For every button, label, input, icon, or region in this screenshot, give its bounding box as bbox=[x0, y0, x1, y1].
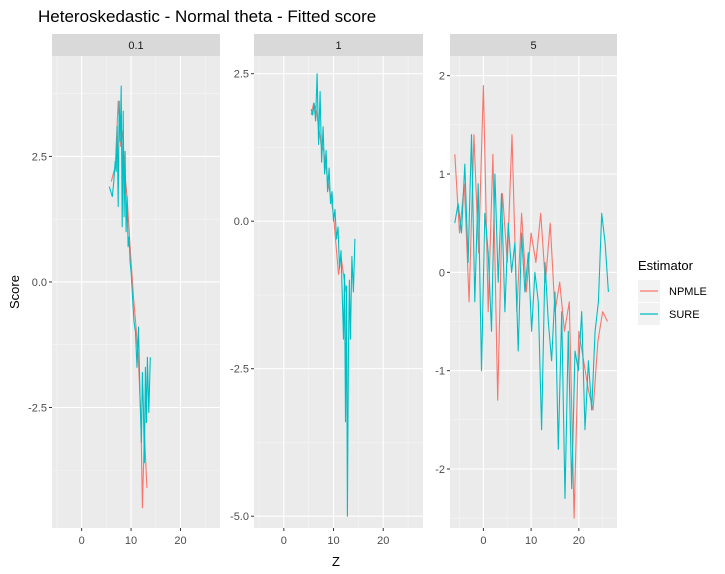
x-tick-label: 10 bbox=[327, 535, 339, 547]
facet-strip-label: 0.1 bbox=[128, 40, 143, 52]
y-axis-title: Score bbox=[7, 275, 22, 309]
y-tick-label: -1 bbox=[435, 366, 445, 378]
y-tick-label: 2 bbox=[439, 71, 445, 83]
y-tick-label: 0.0 bbox=[234, 216, 249, 228]
legend: Estimator NPMLE SURE bbox=[638, 258, 707, 325]
x-tick-label: 20 bbox=[174, 535, 186, 547]
x-tick-label: 0 bbox=[79, 535, 85, 547]
y-tick-label: -2.5 bbox=[230, 364, 249, 376]
y-tick-label: 0.0 bbox=[32, 277, 47, 289]
legend-label-npmle: NPMLE bbox=[669, 286, 707, 298]
chart-title: Heteroskedastic - Normal theta - Fitted … bbox=[38, 7, 376, 26]
legend-title: Estimator bbox=[638, 258, 694, 273]
x-tick-label: 10 bbox=[125, 535, 137, 547]
legend-label-sure: SURE bbox=[669, 309, 700, 321]
facet-strip bbox=[450, 34, 617, 56]
panel-background bbox=[254, 56, 423, 528]
y-tick-label: 2.5 bbox=[234, 69, 249, 81]
series-line-sure bbox=[310, 73, 356, 517]
y-tick-label: -5.0 bbox=[230, 511, 249, 523]
facet-panel-0.1: 0.1 0 10 20 -2.5 0.0 2.5 bbox=[28, 34, 220, 547]
y-tick-label: 1 bbox=[439, 169, 445, 181]
facet-strip bbox=[254, 34, 423, 56]
series-line-sure bbox=[108, 85, 151, 464]
series-line-sure bbox=[454, 134, 609, 500]
x-tick-label: 20 bbox=[377, 535, 389, 547]
x-axis-title: Z bbox=[332, 554, 340, 569]
panel-background bbox=[52, 56, 220, 528]
x-tick-label: 10 bbox=[525, 535, 537, 547]
facet-strip bbox=[52, 34, 220, 56]
y-tick-label: -2 bbox=[435, 464, 445, 476]
facet-strip-label: 1 bbox=[335, 40, 341, 52]
x-tick-label: 20 bbox=[573, 535, 585, 547]
x-tick-label: 0 bbox=[480, 535, 486, 547]
x-tick-label: 0 bbox=[281, 535, 287, 547]
facet-strip-label: 5 bbox=[530, 40, 536, 52]
y-tick-label: 2.5 bbox=[32, 151, 47, 163]
y-tick-label: -2.5 bbox=[28, 402, 47, 414]
y-tick-label: 0 bbox=[439, 267, 445, 279]
series-line-npmle bbox=[454, 84, 608, 519]
facet-panel-5: 5 0 10 20 -2 -1 0 1 2 bbox=[435, 34, 617, 547]
facet-panel-1: 10 10 20-5.0-2.50.02.5 bbox=[230, 34, 423, 547]
